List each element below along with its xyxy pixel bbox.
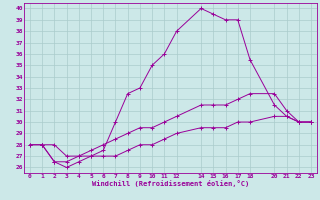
X-axis label: Windchill (Refroidissement éolien,°C): Windchill (Refroidissement éolien,°C) (92, 180, 249, 187)
